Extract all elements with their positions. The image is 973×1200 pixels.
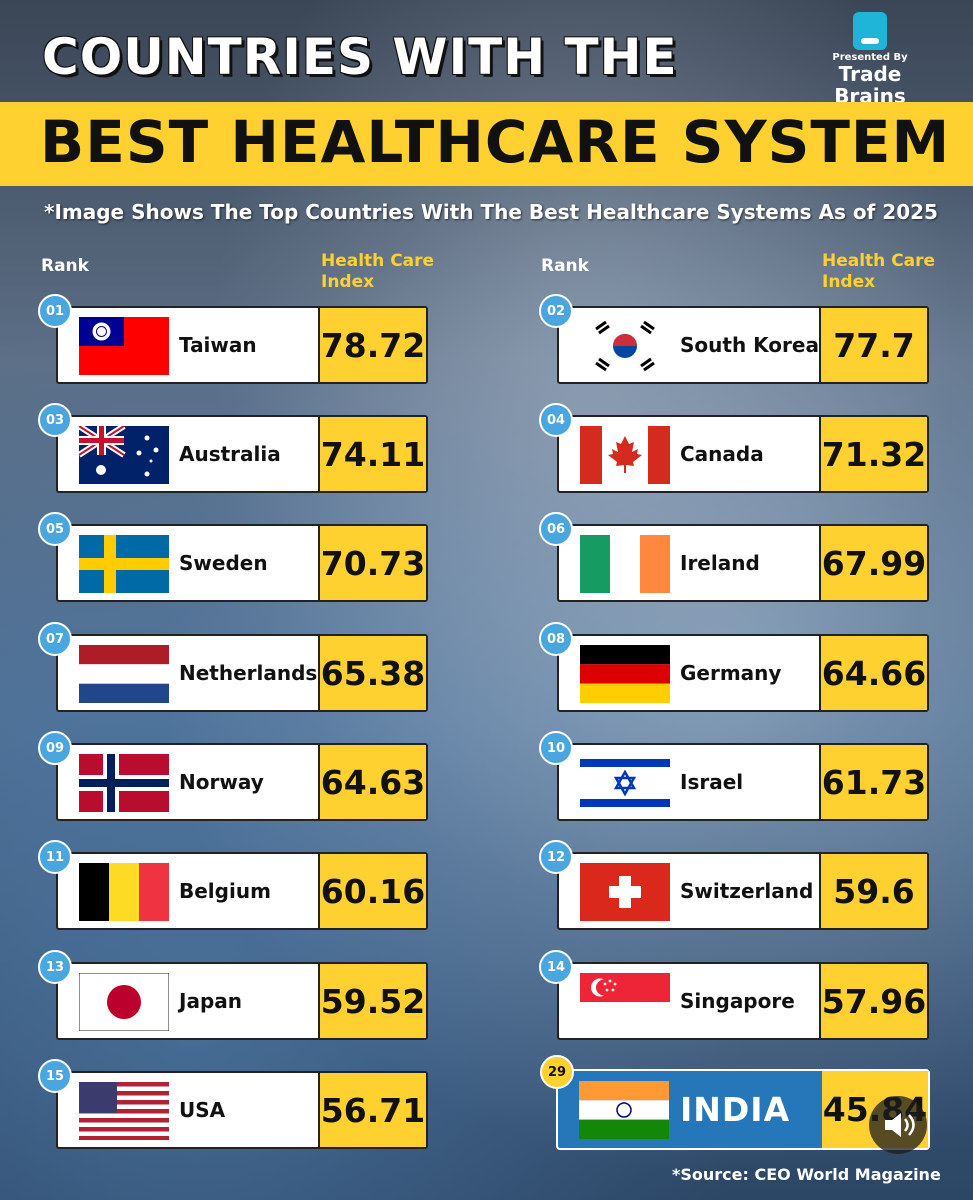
rank-badge: 09 — [38, 731, 72, 765]
belgium-flag-icon — [79, 863, 169, 921]
rank-badge: 07 — [38, 622, 72, 656]
country-card: 13 Japan 59.52 — [38, 950, 428, 1040]
title-banner — [0, 102, 973, 186]
country-name: Australia — [179, 442, 281, 466]
index-header-line2: Index — [822, 272, 876, 292]
rank-badge: 02 — [539, 294, 573, 328]
country-name: Ireland — [680, 551, 760, 575]
index-column-header-right: Health Care Index — [822, 251, 935, 293]
rank-badge: 29 — [540, 1055, 574, 1089]
country-card: 15 USA 56.71 — [38, 1059, 428, 1149]
highlight-country-name: INDIA — [680, 1090, 791, 1129]
country-card: 14 Singapore 57.96 — [539, 950, 929, 1040]
index-header-line1: Health Care — [822, 251, 936, 271]
index-header-line2: Index — [321, 272, 375, 292]
rank-badge: 04 — [539, 403, 573, 437]
country-name: Germany — [680, 661, 782, 685]
country-card: 09 Norway 64.63 — [38, 731, 428, 821]
rank-badge: 13 — [38, 950, 72, 984]
index-value: 65.38 — [318, 636, 426, 710]
rank-badge: 11 — [38, 840, 72, 874]
country-name: Canada — [680, 442, 764, 466]
rank-badge: 03 — [38, 403, 72, 437]
speaker-icon — [885, 1113, 915, 1137]
india-flag-icon — [579, 1081, 669, 1139]
rank-badge: 14 — [539, 950, 573, 984]
index-value: 77.7 — [819, 308, 927, 382]
country-card: 11 Belgium 60.16 — [38, 840, 428, 930]
country-card: 04 Canada 71.32 — [539, 403, 929, 493]
index-value: 78.72 — [318, 308, 426, 382]
country-name: Belgium — [179, 879, 271, 903]
ireland-flag-icon — [580, 535, 670, 593]
title-line-1: COUNTRIES WITH THE — [42, 28, 678, 86]
switzerland-flag-icon — [580, 863, 670, 921]
country-name: USA — [179, 1098, 226, 1122]
rank-badge: 05 — [38, 512, 72, 546]
country-name: South Korea — [680, 333, 819, 357]
netherlands-flag-icon — [79, 645, 169, 703]
country-card: 06 Ireland 67.99 — [539, 512, 929, 602]
norway-flag-icon — [79, 754, 169, 812]
index-value: 61.73 — [819, 745, 927, 819]
country-name: Japan — [179, 989, 242, 1013]
index-value: 59.6 — [819, 854, 927, 928]
index-value: 74.11 — [318, 417, 426, 491]
source-note: *Source: CEO World Magazine — [672, 1165, 941, 1184]
country-name: Singapore — [680, 989, 795, 1013]
index-value: 59.52 — [318, 964, 426, 1038]
singapore-flag-icon — [580, 973, 670, 1031]
brand-logo: Presented By Trade Brains — [800, 12, 940, 107]
south-korea-flag-icon — [580, 317, 670, 375]
germany-flag-icon — [580, 645, 670, 703]
index-value: 60.16 — [318, 854, 426, 928]
australia-flag-icon — [79, 426, 169, 484]
rank-badge: 10 — [539, 731, 573, 765]
country-card: 01 Taiwan 78.72 — [38, 294, 428, 384]
rank-badge: 08 — [539, 622, 573, 656]
usa-flag-icon — [79, 1082, 169, 1140]
brand-name: Trade Brains — [834, 62, 906, 108]
country-name: Israel — [680, 770, 744, 794]
country-name: Sweden — [179, 551, 268, 575]
index-value: 57.96 — [819, 964, 927, 1038]
country-card: 10 Israel 61.73 — [539, 731, 929, 821]
trade-brains-icon — [853, 12, 887, 50]
highlight-card-india: 29 INDIA 45.84 — [540, 1055, 930, 1150]
index-value: 56.71 — [318, 1073, 426, 1147]
index-value: 71.32 — [819, 417, 927, 491]
country-card: 12 Switzerland 59.6 — [539, 840, 929, 930]
rank-badge: 01 — [38, 294, 72, 328]
sweden-flag-icon — [79, 535, 169, 593]
country-card: 05 Sweden 70.73 — [38, 512, 428, 602]
rank-column-header-left: Rank — [41, 256, 89, 276]
index-header-line1: Health Care — [321, 251, 435, 271]
country-name: Netherlands — [179, 661, 318, 685]
country-name: Switzerland — [680, 879, 814, 903]
rank-badge: 15 — [38, 1059, 72, 1093]
country-card: 08 Germany 64.66 — [539, 622, 929, 712]
title-line-2: BEST HEALTHCARE SYSTEM — [40, 108, 951, 176]
mute-toggle-button[interactable] — [869, 1096, 927, 1154]
country-card: 02 South Korea 77.7 — [539, 294, 929, 384]
index-column-header-left: Health Care Index — [321, 251, 434, 293]
japan-flag-icon — [79, 973, 169, 1031]
taiwan-flag-icon — [79, 317, 169, 375]
rank-badge: 06 — [539, 512, 573, 546]
presented-by-label: Presented By — [832, 52, 908, 63]
rank-badge: 12 — [539, 840, 573, 874]
israel-flag-icon — [580, 754, 670, 812]
index-value: 64.66 — [819, 636, 927, 710]
country-name: Taiwan — [179, 333, 257, 357]
index-value: 67.99 — [819, 526, 927, 600]
country-card: 07 Netherlands 65.38 — [38, 622, 428, 712]
index-value: 70.73 — [318, 526, 426, 600]
index-value: 64.63 — [318, 745, 426, 819]
rank-column-header-right: Rank — [541, 256, 589, 276]
canada-flag-icon — [580, 426, 670, 484]
country-card: 03 Australia 74.11 — [38, 403, 428, 493]
subtitle: *Image Shows The Top Countries With The … — [44, 200, 938, 224]
country-name: Norway — [179, 770, 264, 794]
